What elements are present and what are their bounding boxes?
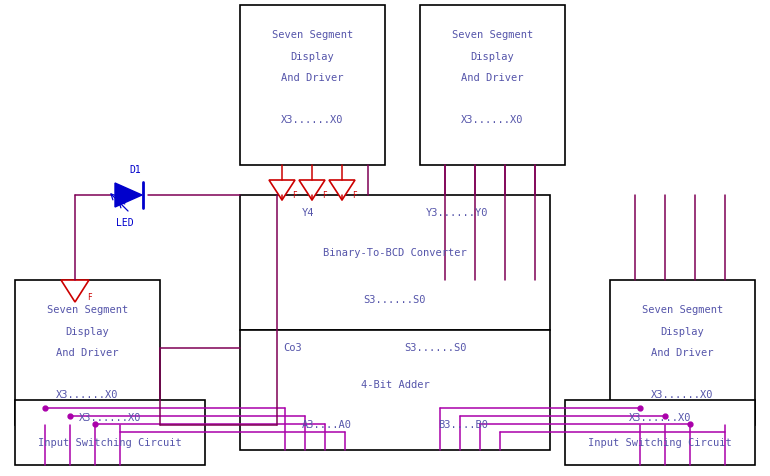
Text: S3......S0: S3......S0 — [404, 343, 467, 353]
Text: Binary-To-BCD Converter: Binary-To-BCD Converter — [323, 248, 467, 258]
Text: Seven Segment: Seven Segment — [272, 30, 353, 40]
Polygon shape — [329, 180, 355, 200]
Text: 4-Bit Adder: 4-Bit Adder — [360, 380, 430, 390]
Text: X3......X0: X3......X0 — [281, 115, 343, 125]
Polygon shape — [61, 280, 89, 302]
Text: F: F — [292, 191, 296, 200]
Text: F: F — [87, 294, 92, 303]
Polygon shape — [115, 183, 142, 207]
Text: A3....A0: A3....A0 — [302, 420, 352, 430]
Bar — [420, 5, 565, 165]
Bar — [240, 195, 550, 330]
Text: B3....B0: B3....B0 — [438, 420, 488, 430]
Text: Y4: Y4 — [302, 208, 314, 218]
Text: F: F — [322, 191, 326, 200]
Text: Seven Segment: Seven Segment — [452, 30, 533, 40]
Text: Display: Display — [65, 327, 109, 337]
Text: S3......S0: S3......S0 — [363, 295, 427, 305]
Bar — [240, 330, 550, 450]
Text: X3......X0: X3......X0 — [629, 413, 691, 423]
Text: Y3......Y0: Y3......Y0 — [426, 208, 488, 218]
Text: D1: D1 — [129, 165, 141, 175]
Text: And Driver: And Driver — [651, 348, 714, 358]
Bar — [610, 280, 755, 425]
Text: X3......X0: X3......X0 — [56, 390, 119, 400]
Text: Seven Segment: Seven Segment — [642, 305, 723, 315]
Text: X3......X0: X3......X0 — [651, 390, 714, 400]
Text: X3......X0: X3......X0 — [461, 115, 524, 125]
Text: And Driver: And Driver — [461, 73, 524, 83]
Bar — [15, 280, 160, 425]
Text: And Driver: And Driver — [56, 348, 119, 358]
Text: And Driver: And Driver — [281, 73, 343, 83]
Text: X3......X0: X3......X0 — [79, 413, 141, 423]
Text: Display: Display — [661, 327, 705, 337]
Text: Display: Display — [290, 52, 334, 62]
Polygon shape — [299, 180, 325, 200]
Polygon shape — [269, 180, 295, 200]
Bar — [240, 5, 385, 165]
Text: Display: Display — [470, 52, 514, 62]
Bar — [565, 400, 755, 465]
Text: LED: LED — [116, 218, 134, 228]
Text: F: F — [352, 191, 357, 200]
Bar — [15, 400, 205, 465]
Text: Seven Segment: Seven Segment — [47, 305, 128, 315]
Text: Co3: Co3 — [283, 343, 302, 353]
Text: Input Switching Circuit: Input Switching Circuit — [588, 438, 732, 448]
Text: Input Switching Circuit: Input Switching Circuit — [38, 438, 182, 448]
